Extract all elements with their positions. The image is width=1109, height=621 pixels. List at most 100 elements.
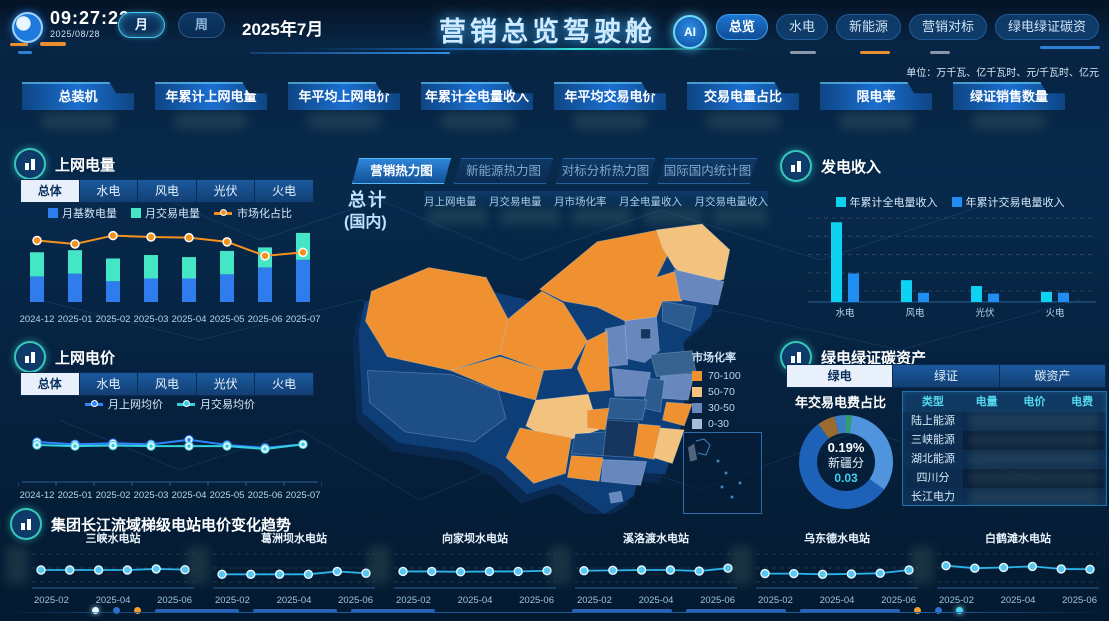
- carousel-dash[interactable]: [800, 608, 900, 613]
- nav-item-水电[interactable]: 水电: [775, 14, 828, 40]
- kpi-card[interactable]: 绿证销售数量: [953, 82, 1065, 110]
- blurred-kpi-value: [840, 113, 912, 129]
- period-month-button[interactable]: 月: [118, 12, 166, 38]
- table-row[interactable]: 三峡能源: [903, 431, 1106, 450]
- carousel-dash[interactable]: [572, 608, 672, 613]
- table-row[interactable]: 陆上能源: [903, 412, 1106, 431]
- tab-碳资产[interactable]: 碳资产: [999, 365, 1105, 387]
- tab-光伏[interactable]: 光伏: [196, 373, 256, 395]
- carousel-indicator-left[interactable]: [92, 607, 435, 614]
- grid-power-legend: 月基数电量 月交易电量 市场化占比: [20, 205, 320, 221]
- svg-text:2025-01: 2025-01: [58, 314, 93, 325]
- x-tick-label: 2025-04: [638, 595, 674, 606]
- tab-火电[interactable]: 火电: [255, 373, 313, 395]
- kpi-card[interactable]: 交易电量占比: [687, 82, 799, 110]
- table-row[interactable]: 湖北能源: [903, 450, 1106, 469]
- province-shandong[interactable]: [650, 350, 697, 377]
- tab-风电[interactable]: 风电: [138, 373, 197, 395]
- province-zhejiang[interactable]: [661, 401, 693, 427]
- carousel-dash[interactable]: [351, 608, 435, 613]
- heatmap-tab-对标分析热力图[interactable]: 对标分析热力图: [556, 158, 655, 184]
- kpi-card[interactable]: 年平均上网电价: [288, 82, 400, 110]
- province-jilin[interactable]: [673, 268, 725, 306]
- mini-chart-溪洛渡水电站: 溪洛渡水电站 2025-02 2025-04 2025-06: [549, 530, 741, 618]
- table-row[interactable]: 长江电力: [903, 488, 1106, 505]
- province-henan[interactable]: [611, 368, 652, 397]
- carousel-dot[interactable]: [92, 607, 99, 614]
- blurred-kpi-value: [308, 113, 380, 129]
- province-hunan[interactable]: [602, 419, 640, 458]
- tab-总体[interactable]: 总体: [21, 373, 80, 395]
- x-tick-label: 2025-04: [276, 595, 312, 606]
- header-decoration: [250, 52, 450, 54]
- nav-item-新能源[interactable]: 新能源: [835, 14, 901, 40]
- carousel-dash[interactable]: [686, 608, 786, 613]
- svg-text:2025-03: 2025-03: [134, 490, 169, 501]
- carousel-dot[interactable]: [134, 607, 141, 614]
- nav-item-营销对标[interactable]: 营销对标: [908, 14, 987, 40]
- heatmap-stat-headers: 月上网电量 月交易电量 月市场化率 月全电量收入 月交易电量收入: [424, 191, 768, 209]
- province-guangxi[interactable]: [566, 455, 604, 482]
- x-tick-label: 2025-02: [939, 595, 974, 606]
- mini-chart-乌东德水电站: 乌东德水电站 2025-02 2025-04 2025-06: [730, 530, 922, 618]
- kpi-card[interactable]: 年累计全电量收入: [421, 82, 533, 110]
- province-fujian[interactable]: [653, 427, 685, 465]
- nav-item-总览[interactable]: 总览: [715, 14, 768, 40]
- kpi-card[interactable]: 年平均交易电价: [554, 82, 666, 110]
- province-guizhou[interactable]: [570, 431, 608, 457]
- carousel-dot[interactable]: [935, 607, 942, 614]
- carousel-dot[interactable]: [956, 607, 963, 614]
- tab-风电[interactable]: 风电: [138, 180, 197, 202]
- province-tibet[interactable]: [367, 370, 507, 443]
- bar-chart-icon: [10, 508, 42, 540]
- tab-绿证[interactable]: 绿证: [893, 365, 1000, 387]
- tab-光伏[interactable]: 光伏: [196, 180, 256, 202]
- province-hubei[interactable]: [606, 397, 648, 421]
- legend-line-marker: [85, 400, 103, 407]
- svg-text:2025-06: 2025-06: [248, 490, 283, 501]
- province-chongqing[interactable]: [586, 407, 610, 431]
- province-xinjiang[interactable]: [365, 267, 509, 371]
- heatmap-tab-营销热力图[interactable]: 营销热力图: [352, 158, 451, 184]
- province-liaoning[interactable]: [662, 300, 697, 332]
- green-table[interactable]: 类型电量电价电费陆上能源三峡能源湖北能源四川分长江电力新疆分: [902, 391, 1107, 506]
- svg-text:2025-05: 2025-05: [210, 314, 245, 325]
- heatmap-tab-新能源热力图[interactable]: 新能源热力图: [454, 158, 553, 184]
- province-beijing[interactable]: [640, 328, 651, 340]
- kpi-card[interactable]: 总装机: [22, 82, 134, 110]
- table-row[interactable]: 四川分: [903, 469, 1106, 488]
- province-guangdong[interactable]: [600, 459, 648, 486]
- tab-总体[interactable]: 总体: [21, 180, 80, 202]
- ai-assistant-button[interactable]: AI: [673, 15, 707, 49]
- province-hainan[interactable]: [608, 490, 624, 504]
- revenue-panel-header: 发电收入: [780, 150, 881, 182]
- tab-绿电[interactable]: 绿电: [787, 365, 894, 387]
- blurred-kpi-value: [973, 113, 1045, 129]
- kpi-card[interactable]: 年累计上网电量: [155, 82, 267, 110]
- nav-item-绿电绿证碳资[interactable]: 绿电绿证碳资: [994, 14, 1099, 40]
- province-jiangsu[interactable]: [660, 373, 695, 401]
- province-gansu[interactable]: [499, 290, 588, 371]
- carousel-dot[interactable]: [914, 607, 921, 614]
- south-china-sea-inset: [683, 432, 762, 514]
- tab-火电[interactable]: 火电: [255, 180, 313, 202]
- china-choropleth-map[interactable]: [350, 222, 765, 514]
- tab-水电[interactable]: 水电: [79, 373, 139, 395]
- svg-text:2025-02: 2025-02: [96, 314, 131, 325]
- province-yunnan[interactable]: [505, 427, 572, 484]
- tab-水电[interactable]: 水电: [79, 180, 139, 202]
- province-anhui[interactable]: [642, 377, 665, 413]
- period-week-button[interactable]: 周: [178, 12, 226, 38]
- province-shaanxi[interactable]: [576, 330, 611, 393]
- legend-square-marker: [692, 419, 702, 429]
- kpi-card[interactable]: 限电率: [820, 82, 932, 110]
- heatmap-tab-国际国内统计图[interactable]: 国际国内统计图: [658, 158, 757, 184]
- province-qinghai[interactable]: [449, 356, 545, 401]
- blurred-kpi-value: [707, 113, 779, 129]
- carousel-dot[interactable]: [113, 607, 120, 614]
- green-donut-chart: [799, 415, 893, 509]
- carousel-dash[interactable]: [155, 608, 239, 613]
- carousel-indicator-right[interactable]: [572, 607, 963, 614]
- province-jiangxi[interactable]: [633, 423, 661, 461]
- carousel-dash[interactable]: [253, 608, 337, 613]
